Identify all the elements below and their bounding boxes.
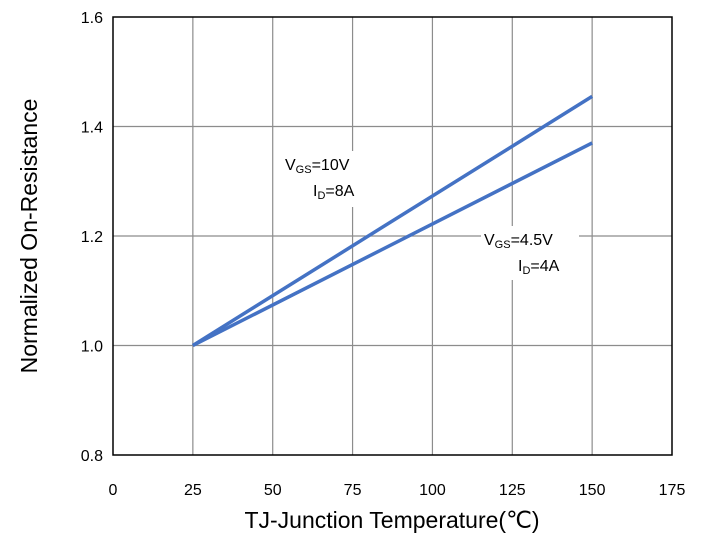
grid (113, 17, 672, 455)
annotation-line: ID=8A (313, 183, 355, 202)
series-line-1 (191, 94, 594, 347)
annotation-1: VGS=10V ID=8A (283, 151, 375, 207)
y-tick-label: 1.0 (81, 339, 103, 356)
annotation-2: VGS=4.5V ID=4A (481, 226, 579, 280)
annotation-background (283, 151, 375, 207)
series-lines (191, 94, 594, 348)
x-axis-label: TJ-Junction Temperature(℃) (244, 507, 539, 533)
x-tick-label: 100 (419, 482, 446, 499)
x-tick-label: 75 (344, 482, 362, 499)
x-tick-label: 50 (264, 482, 282, 499)
x-tick-label: 125 (499, 482, 526, 499)
series-line-2 (192, 141, 593, 348)
x-tick-label: 150 (579, 482, 606, 499)
y-tick-label: 1.2 (81, 229, 103, 246)
plot-frame (112, 16, 673, 456)
y-tick-labels: 0.8 1.0 1.2 1.4 1.6 (81, 10, 103, 465)
x-tick-label: 175 (659, 482, 686, 499)
x-tick-label: 0 (109, 482, 118, 499)
annotation-line: VGS=4.5V (484, 232, 553, 251)
annotation-line: ID=4A (518, 258, 560, 277)
annotation-line: VGS=10V (285, 157, 350, 176)
y-tick-label: 0.8 (81, 448, 103, 465)
y-axis-label: Normalized On-Resistance (16, 99, 42, 374)
y-tick-label: 1.6 (81, 10, 103, 27)
x-tick-label: 25 (184, 482, 202, 499)
annotation-background (481, 226, 579, 280)
annotations: VGS=10V ID=8A VGS=4.5V ID=4A (283, 151, 579, 280)
plot-border (112, 16, 673, 456)
y-tick-label: 1.4 (81, 120, 103, 137)
x-tick-labels: 0 25 50 75 100 125 150 175 (109, 482, 686, 499)
